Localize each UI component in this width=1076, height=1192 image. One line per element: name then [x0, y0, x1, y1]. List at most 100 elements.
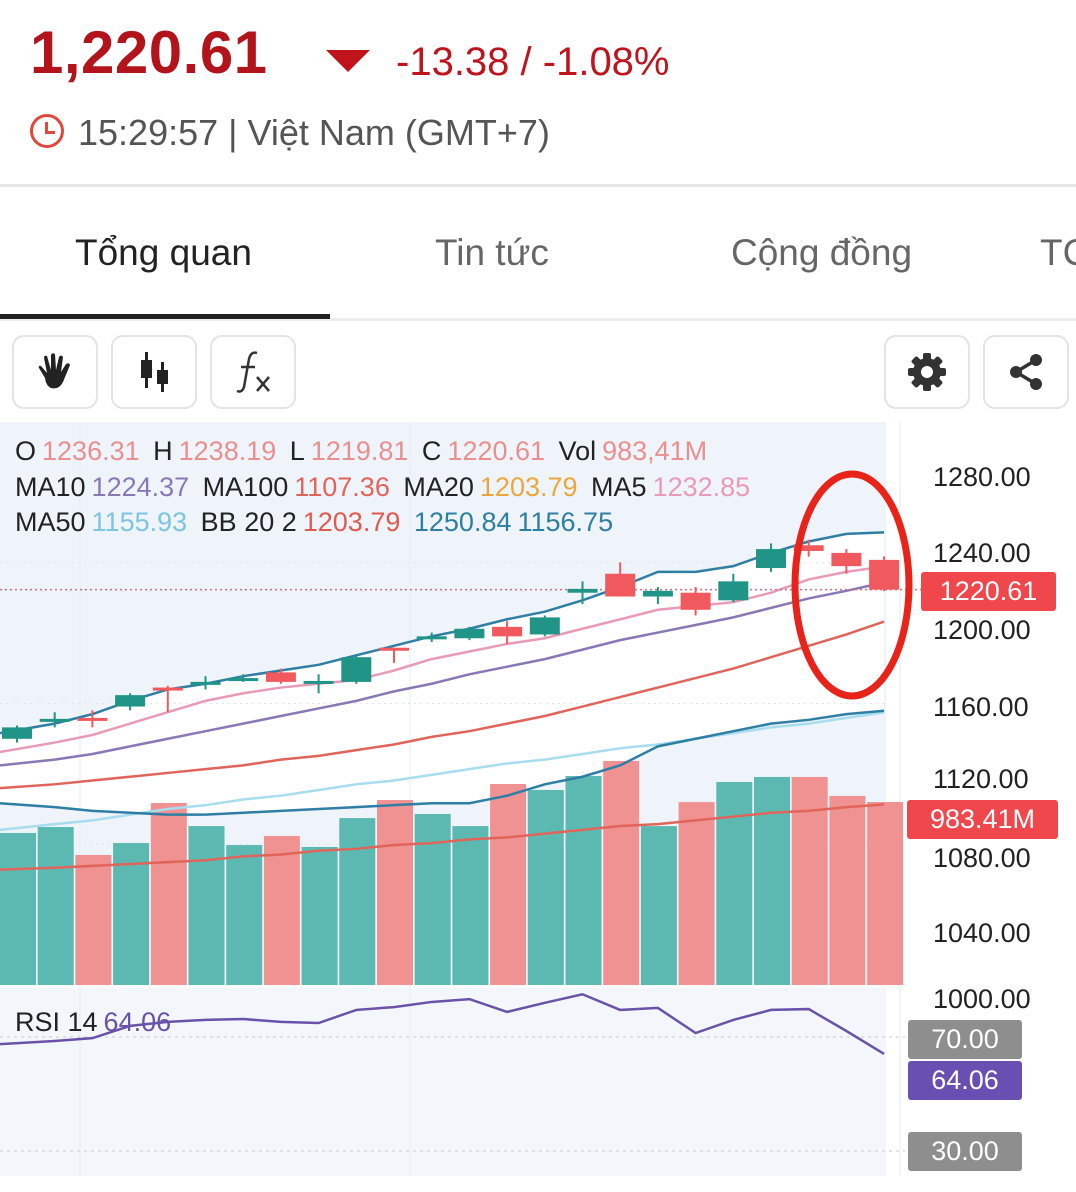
- timestamp: 15:29:57 | Việt Nam (GMT+7): [78, 112, 550, 153]
- tab-overview[interactable]: Tổng quan: [75, 232, 252, 273]
- candle-body: [341, 657, 372, 682]
- price-tick: 1280.00: [933, 462, 1031, 492]
- volume-bar: [263, 835, 300, 985]
- down-arrow-icon: [326, 50, 370, 72]
- tab-more[interactable]: TC: [1040, 232, 1076, 273]
- ma100-line: [0, 803, 885, 871]
- volume-bar: [565, 776, 602, 985]
- active-tab-indicator: [0, 314, 330, 319]
- bb-legend: MA50 1155.93 BB 20 2 1203.79 1250.84 1156.7…: [15, 507, 619, 538]
- candle-body: [303, 680, 334, 684]
- rsi-lower-badge: 30.00: [908, 1132, 1022, 1171]
- volume-bar: [226, 845, 263, 985]
- bollinger-upper-line: [0, 531, 885, 735]
- candle-body: [642, 590, 673, 597]
- chart-type-button[interactable]: [111, 335, 197, 409]
- price-tick: 1200.00: [933, 615, 1031, 645]
- share-button[interactable]: [983, 335, 1069, 409]
- candle-body: [228, 678, 259, 682]
- rsi-upper-badge: 70.00: [908, 1020, 1022, 1059]
- volume-bar: [37, 827, 74, 985]
- candle-body: [152, 687, 183, 691]
- volume-bar: [188, 826, 225, 985]
- candle-body: [680, 592, 711, 610]
- volume-bar: [791, 776, 828, 985]
- clock-icon: [30, 114, 64, 148]
- candle-body: [567, 588, 598, 593]
- ma10-label: MA10: [15, 472, 86, 502]
- ma5-label: MA5: [591, 472, 647, 502]
- volume-bar: [603, 760, 640, 985]
- candle-body: [869, 559, 900, 590]
- volume-bar: [339, 818, 376, 985]
- close-label: C: [421, 436, 442, 466]
- settings-button[interactable]: [884, 335, 970, 409]
- price-tick: 1120.00: [933, 764, 1029, 794]
- share-icon: [1010, 354, 1042, 390]
- hand-tool-button[interactable]: [12, 335, 98, 409]
- volume-bar: [75, 854, 112, 985]
- low-label: L: [289, 436, 305, 466]
- rsi-label: RSI 14: [15, 1007, 98, 1037]
- volume-bar: [829, 795, 866, 985]
- gear-icon: [908, 353, 946, 391]
- current-price: 1,220.61: [30, 19, 268, 86]
- ma20-line: [0, 620, 885, 790]
- candle-body: [605, 573, 636, 597]
- indicators-button[interactable]: [210, 335, 296, 409]
- open-value: 1236.31: [42, 436, 140, 466]
- volume-bar: [377, 800, 413, 985]
- bb-mid-value: 1203.79: [302, 507, 401, 537]
- tab-news[interactable]: Tin tức: [435, 232, 549, 273]
- bollinger-lower-line: [0, 709, 885, 816]
- ma20-value: 1203.79: [479, 472, 578, 502]
- close-value: 1220.61: [447, 436, 546, 466]
- candle-body: [793, 545, 824, 551]
- candle-body: [718, 581, 749, 601]
- price-chart[interactable]: [0, 420, 1076, 1192]
- ma10-line: [0, 581, 885, 767]
- tab-community[interactable]: Cộng đồng: [731, 232, 913, 273]
- volume-badge: 983.41M: [907, 800, 1058, 839]
- rsi-value-badge: 64.06: [908, 1061, 1022, 1100]
- volume-bar: [150, 803, 187, 985]
- rsi-line: [0, 992, 885, 1055]
- ma100-value: 1107.36: [294, 472, 390, 502]
- hand-icon: [38, 353, 70, 389]
- ma50-value: 1155.93: [91, 507, 188, 537]
- volume-bar: [452, 826, 489, 985]
- ma5-value: 1232.85: [652, 472, 751, 502]
- ma50-label: MA50: [15, 507, 86, 537]
- ohlc-legend: O 1236.31 H 1238.19 L 1219.81 C 1220.61 Vol 9…: [15, 436, 713, 467]
- candle-body: [529, 617, 560, 635]
- volume-bar: [716, 781, 753, 985]
- ma100-label: MA100: [202, 472, 289, 502]
- volume-bar: [490, 784, 527, 985]
- rsi-legend: RSI 14 64.06: [15, 1007, 177, 1038]
- volume-bar: [0, 832, 36, 985]
- open-label: O: [15, 436, 37, 466]
- divider: [0, 184, 1076, 187]
- volume-bar: [301, 846, 338, 985]
- price-tick: 1080.00: [933, 843, 1031, 873]
- volume-bar: [867, 802, 904, 985]
- high-value: 1238.19: [178, 436, 277, 466]
- ma-legend: MA10 1224.37 MA100 1107.36 MA20 1203.79 MA5…: [15, 472, 756, 503]
- candle-body: [416, 636, 447, 640]
- ma20-label: MA20: [403, 472, 474, 502]
- candle-body: [831, 552, 862, 567]
- volume-bar: [640, 826, 677, 985]
- volume-value: 983,41M: [602, 436, 708, 466]
- last-price-badge: 1220.61: [921, 572, 1056, 611]
- low-value: 1219.81: [310, 436, 409, 466]
- candlestick-icon: [141, 352, 168, 392]
- candle-body: [379, 647, 409, 651]
- price-tick: 1000.00: [933, 984, 1031, 1014]
- bb-upper-value: 1250.84: [413, 507, 512, 537]
- rsi-legend-value: 64.06: [103, 1007, 172, 1037]
- candle-body: [756, 549, 786, 569]
- high-label: H: [153, 436, 173, 466]
- price-tick: 1040.00: [933, 918, 1031, 948]
- volume-bar: [414, 813, 451, 985]
- candle-body: [492, 626, 523, 637]
